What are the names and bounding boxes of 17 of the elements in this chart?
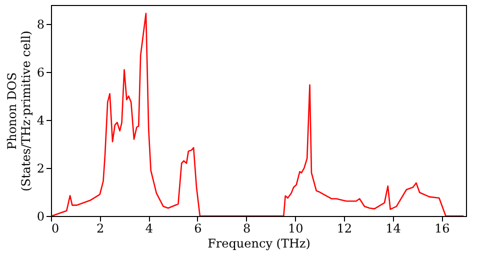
x-tick-label: 2 (96, 222, 104, 236)
x-tick-label: 6 (194, 222, 202, 236)
y-tick-label: 4 (36, 114, 45, 128)
x-tick-label: 10 (288, 222, 304, 236)
x-tick-label: 14 (386, 222, 402, 236)
y-tick-label: 6 (36, 66, 44, 80)
y-tick-label: 0 (36, 210, 44, 224)
y-axis-title: Phonon DOS (States/THz·primitive cell) (4, 30, 33, 192)
x-tick-label: 12 (336, 222, 352, 236)
x-tick-label: 0 (52, 222, 60, 236)
x-tick-label: 8 (242, 222, 251, 236)
x-tick-label: 4 (145, 222, 154, 236)
x-axis-title: Frequency (THz) (208, 236, 310, 250)
x-tick-label: 16 (434, 222, 450, 236)
line-series (51, 12, 464, 216)
y-tick-label: 8 (36, 18, 44, 32)
y-tick-label: 2 (36, 162, 44, 176)
